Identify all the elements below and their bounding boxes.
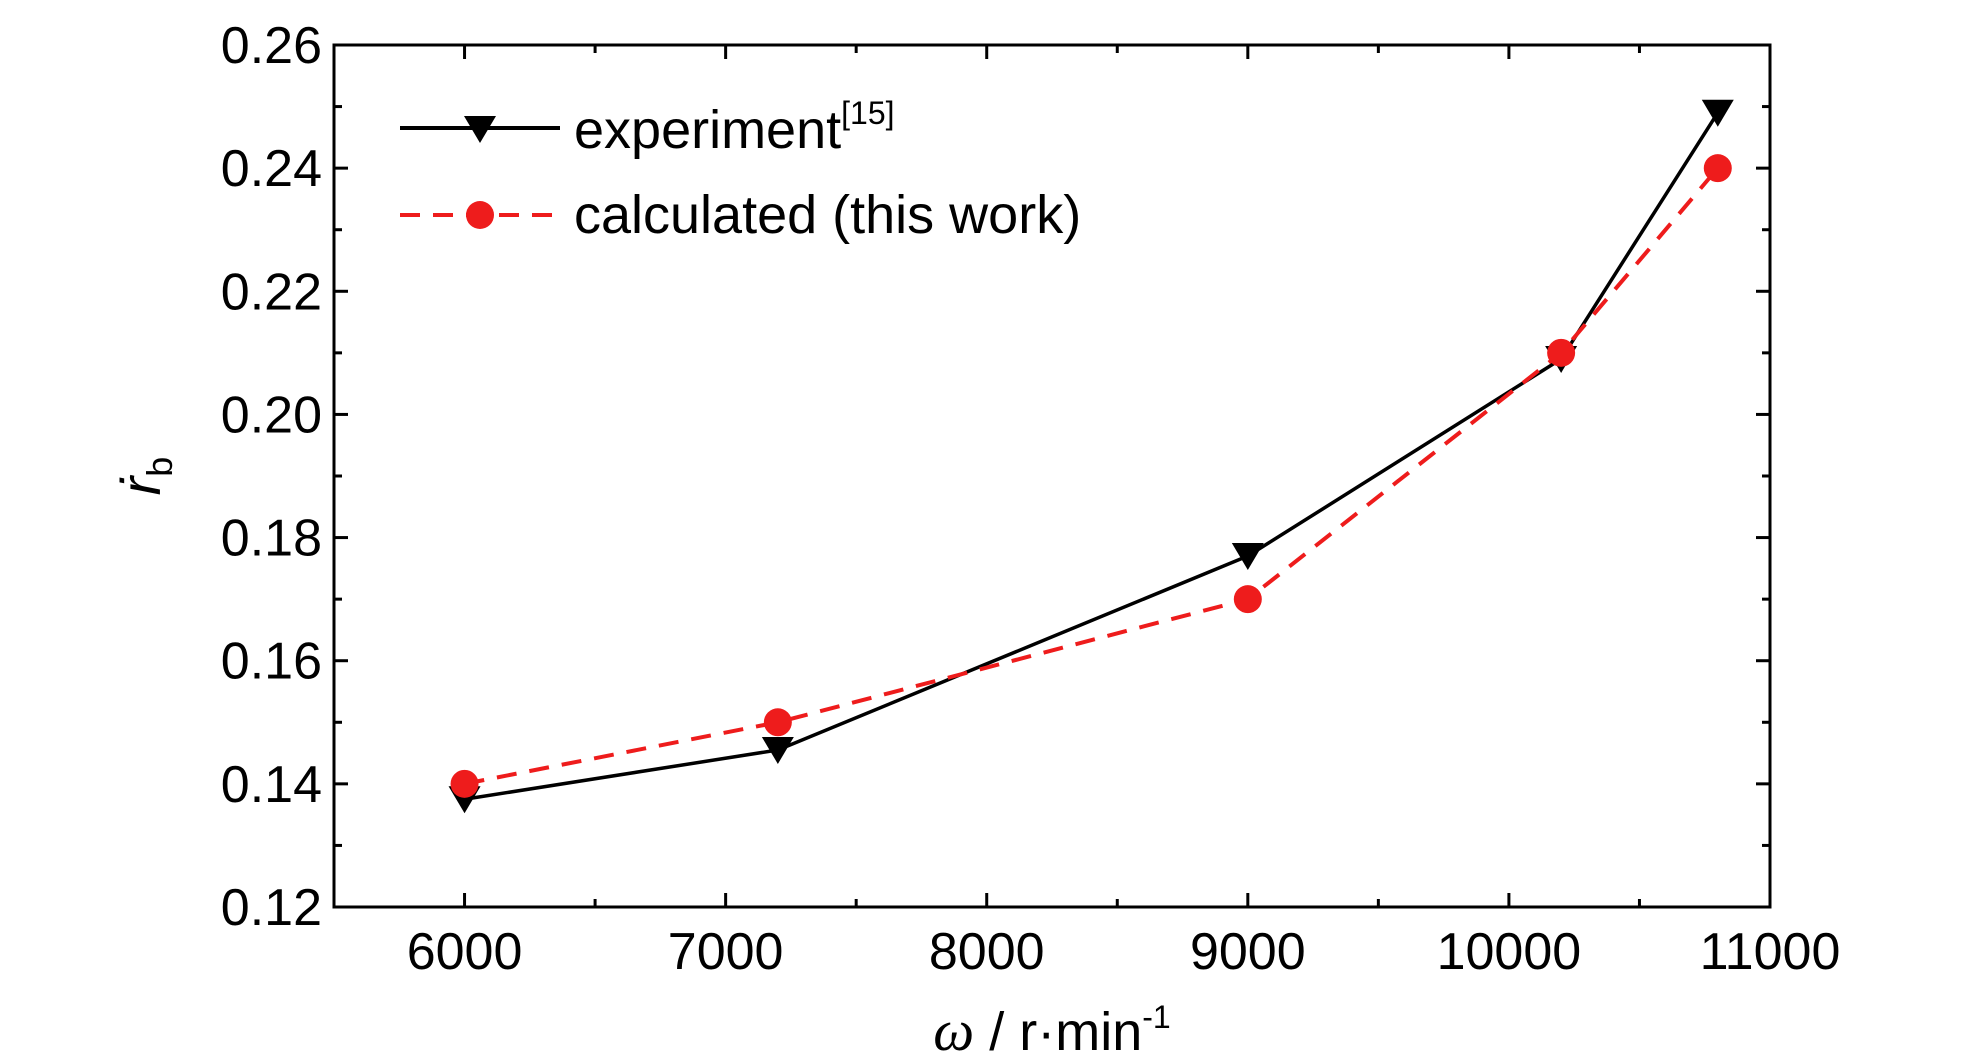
x-tick-label: 6000 — [407, 923, 523, 981]
data-point-calculated — [1547, 338, 1576, 367]
x-axis-ticks: 6000 7000 8000 9000 10000 11000 — [332, 45, 1841, 981]
svg-text:ṙb: ṙb — [109, 457, 180, 496]
x-axis-unit: / r·min — [974, 1002, 1142, 1062]
x-tick-label: 10000 — [1437, 923, 1582, 981]
x-axis-label: ω / r·min-1 — [933, 998, 1170, 1062]
legend-label-experiment: experiment[15] — [574, 95, 895, 160]
x-tick-label: 8000 — [929, 923, 1045, 981]
series-line-calculated — [464, 166, 1720, 786]
y-tick-label: 0.12 — [221, 879, 322, 937]
y-tick-label: 0.20 — [221, 386, 322, 444]
y-tick-label: 0.22 — [221, 263, 322, 321]
data-point-calculated — [450, 769, 479, 798]
data-point-calculated — [1233, 585, 1262, 614]
plot-frame — [332, 43, 1772, 909]
y-axis-label: ṙb — [109, 457, 180, 496]
legend-label-experiment-superscript: [15] — [841, 95, 894, 131]
y-tick-label: 0.18 — [221, 510, 322, 568]
data-point-calculated — [763, 708, 792, 737]
legend: experiment[15] calculated (this work) — [400, 95, 1081, 245]
y-axis-ticks: 0.12 0.14 0.16 0.18 0.20 0.22 0.24 0.26 — [221, 17, 1770, 937]
data-point-calculated — [1703, 154, 1732, 183]
data-point-experiment — [1701, 99, 1734, 127]
x-axis-unit-exponent: -1 — [1142, 999, 1170, 1035]
y-tick-label: 0.16 — [221, 633, 322, 691]
series-layer — [448, 99, 1734, 814]
data-point-experiment — [1231, 543, 1264, 571]
data-point-experiment — [761, 736, 794, 764]
y-tick-label: 0.26 — [221, 17, 322, 75]
y-tick-label: 0.24 — [221, 140, 322, 198]
x-tick-label: 11000 — [1700, 923, 1841, 981]
legend-marker-calculated — [466, 201, 494, 229]
x-tick-label: 9000 — [1190, 923, 1306, 981]
legend-marker-experiment — [464, 116, 496, 143]
x-axis-symbol: ω — [933, 998, 974, 1062]
y-axis-symbol: ṙ — [109, 474, 172, 495]
legend-label-experiment-text: experiment — [574, 100, 841, 160]
x-tick-label: 7000 — [668, 923, 784, 981]
y-axis-subscript: b — [139, 457, 180, 477]
y-tick-label: 0.14 — [221, 756, 322, 814]
legend-label-calculated: calculated (this work) — [574, 185, 1081, 245]
